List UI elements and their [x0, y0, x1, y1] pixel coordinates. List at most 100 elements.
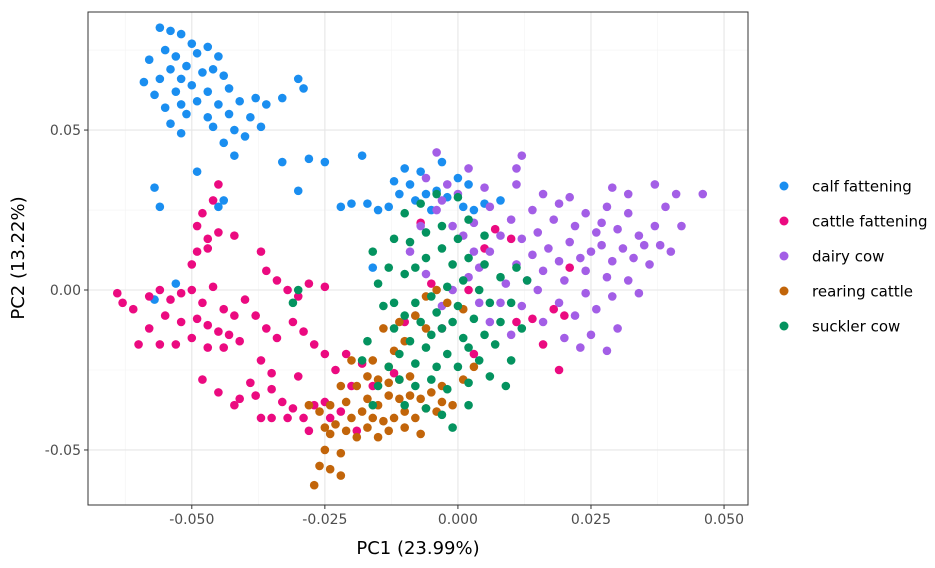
data-point	[203, 234, 213, 244]
data-point	[341, 426, 351, 436]
data-point	[400, 269, 409, 279]
data-point	[405, 237, 415, 247]
data-point	[613, 324, 622, 333]
data-point	[427, 279, 436, 288]
data-point	[629, 253, 638, 263]
y-tick-label: 0.00	[50, 283, 81, 299]
data-point	[384, 426, 394, 436]
data-point	[560, 276, 569, 285]
data-point	[267, 413, 276, 423]
data-point	[421, 189, 431, 199]
data-point	[437, 244, 447, 253]
data-point	[203, 42, 213, 52]
data-point	[554, 199, 564, 208]
data-point	[192, 247, 202, 256]
data-point	[485, 247, 495, 256]
data-point	[267, 384, 276, 394]
data-point	[187, 333, 197, 343]
data-point	[331, 420, 340, 429]
data-point	[442, 349, 452, 359]
data-point	[368, 400, 378, 410]
data-point	[448, 221, 457, 231]
data-point	[368, 247, 378, 256]
data-point	[347, 356, 356, 365]
data-point	[203, 112, 213, 122]
data-point	[309, 340, 319, 349]
data-point	[214, 180, 223, 189]
data-point	[336, 448, 346, 458]
grid	[88, 12, 748, 505]
legend-marker	[779, 286, 789, 296]
data-point	[437, 157, 447, 167]
data-point	[192, 96, 202, 106]
data-point	[469, 247, 479, 256]
data-point	[389, 413, 399, 423]
data-point	[485, 372, 495, 381]
data-point	[448, 423, 457, 432]
data-point	[192, 221, 202, 231]
data-point	[464, 215, 473, 224]
data-point	[256, 356, 266, 365]
data-point	[336, 471, 346, 480]
data-point	[442, 384, 452, 394]
data-point	[288, 404, 298, 413]
data-point	[219, 71, 229, 80]
data-point	[411, 381, 420, 391]
data-point	[586, 247, 596, 256]
data-point	[490, 224, 500, 234]
data-point	[442, 180, 452, 189]
data-point	[421, 343, 431, 352]
data-point	[262, 266, 271, 276]
data-point	[570, 311, 580, 320]
data-point	[187, 260, 197, 269]
data-point	[341, 397, 351, 407]
data-point	[474, 356, 484, 365]
series-calf-fattening	[139, 23, 505, 304]
data-point	[214, 52, 223, 61]
data-point	[613, 224, 622, 234]
data-point	[480, 330, 489, 340]
series-dairy-cow	[405, 148, 708, 356]
data-point	[203, 343, 213, 352]
data-point	[373, 381, 383, 391]
data-point	[336, 202, 346, 212]
data-point	[363, 199, 372, 208]
data-point	[347, 199, 356, 208]
data-point	[480, 183, 489, 192]
data-point	[528, 250, 537, 260]
legend-label: cattle fattening	[812, 213, 928, 231]
data-point	[395, 375, 404, 384]
data-point	[570, 221, 580, 231]
data-point	[432, 308, 441, 317]
data-point	[203, 244, 213, 253]
data-point	[235, 394, 244, 404]
data-point	[650, 180, 660, 189]
data-point	[618, 244, 628, 253]
data-point	[256, 247, 266, 256]
data-point	[416, 394, 425, 404]
data-point	[214, 202, 223, 212]
data-point	[336, 381, 346, 391]
data-point	[416, 199, 425, 208]
data-point	[219, 343, 229, 352]
data-point	[432, 148, 441, 157]
data-point	[283, 413, 292, 423]
data-point	[405, 391, 415, 400]
data-point	[400, 407, 409, 416]
data-point	[405, 180, 415, 189]
data-point	[315, 407, 324, 416]
data-point	[506, 330, 516, 340]
data-point	[150, 183, 159, 192]
data-point	[240, 132, 250, 141]
data-point	[528, 205, 537, 215]
data-point	[427, 375, 436, 384]
data-point	[166, 26, 175, 36]
data-point	[224, 109, 234, 119]
data-point	[277, 157, 287, 167]
data-point	[421, 253, 431, 263]
data-point	[171, 87, 181, 96]
data-point	[336, 407, 346, 416]
data-point	[416, 317, 425, 327]
data-point	[666, 247, 676, 256]
data-point	[421, 228, 431, 237]
